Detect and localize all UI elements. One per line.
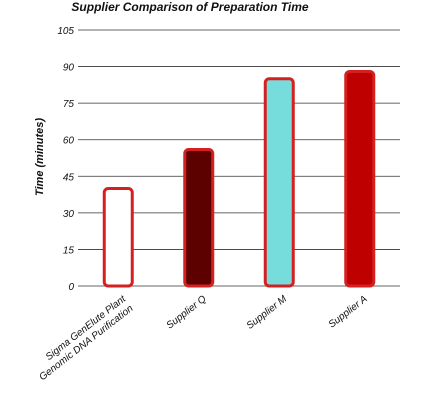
- y-tick-label: 105: [57, 26, 74, 37]
- x-tick-label: Supplier A: [327, 294, 370, 331]
- y-tick-label: 45: [63, 172, 75, 183]
- y-tick-labels: 0 15 30 45 60 75 90 105: [57, 26, 74, 293]
- bar: [102, 186, 134, 288]
- y-tick-label: 30: [63, 209, 75, 220]
- y-tick-label: 0: [68, 282, 74, 293]
- bar: [183, 147, 215, 288]
- x-tick-label: Supplier Q: [165, 294, 209, 332]
- x-tick-label: Supplier M: [245, 293, 290, 332]
- bar: [344, 69, 376, 288]
- y-tick-label: 90: [63, 63, 75, 74]
- y-tick-label: 60: [63, 136, 75, 147]
- y-tick-label: 75: [63, 99, 75, 110]
- chart-title: Supplier Comparison of Preparation Time: [71, 0, 309, 14]
- y-tick-label: 15: [63, 245, 75, 256]
- x-tick-label: Sigma GenElute PlantGenomic DNA Purifica…: [30, 293, 136, 383]
- y-axis-title: Time (minutes): [34, 118, 46, 196]
- bars: [102, 69, 376, 288]
- x-tick-labels: Sigma GenElute PlantGenomic DNA Purifica…: [30, 293, 370, 383]
- bar: [263, 77, 295, 288]
